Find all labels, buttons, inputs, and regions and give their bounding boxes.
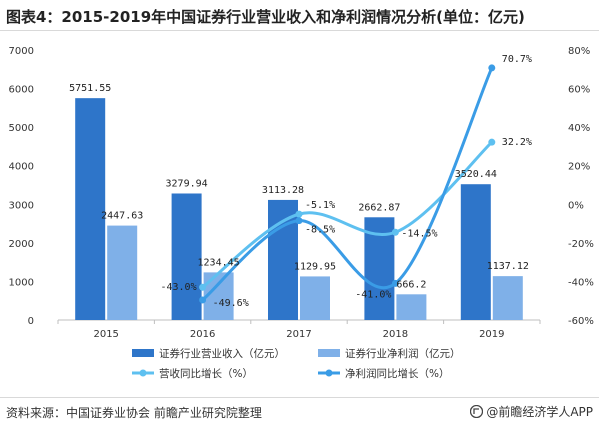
title-divider [0, 30, 599, 31]
x-tick-label: 2016 [190, 329, 215, 340]
point-revenue-growth [488, 138, 496, 146]
bar-label-revenue: 5751.55 [69, 83, 111, 94]
y-left-tick-label: 3000 [9, 200, 34, 211]
y-right-tick-label: -60% [568, 316, 594, 327]
bar-label-profit: 1137.12 [487, 261, 529, 272]
bar-label-revenue: 2662.87 [358, 202, 400, 213]
point-label-revenue-growth: 32.2% [502, 137, 532, 148]
x-tick-label: 2018 [383, 329, 408, 340]
point-label-profit-growth: -8.5% [305, 225, 335, 236]
legend-revenue-swatch [132, 349, 154, 357]
point-revenue-growth [295, 210, 303, 218]
x-tick-label: 2015 [93, 329, 118, 340]
y-right-tick-label: 80% [568, 46, 590, 57]
legend-profit-label: 证券行业净利润（亿元） [345, 347, 461, 360]
growth-lines [199, 64, 496, 304]
bar-revenue [171, 193, 202, 320]
legend: 证券行业营业收入（亿元） 证券行业净利润（亿元） 营收同比增长（%） 净利润同比增长（… [132, 347, 461, 380]
y-left-tick-label: 0 [28, 316, 34, 327]
point-revenue-growth [391, 228, 399, 236]
bar-label-revenue: 3113.28 [262, 185, 304, 196]
y-left-tick-label: 1000 [9, 277, 34, 288]
point-revenue-growth [199, 283, 207, 291]
bar-revenue [460, 184, 491, 320]
legend-revenue-label: 证券行业营业收入（亿元） [159, 347, 285, 360]
legend-profit-growth-label: 净利润同比增长（%） [345, 367, 449, 380]
chart-canvas: 0 1000 2000 3000 4000 5000 6000 7000 -60% -40% -20… [9, 46, 594, 380]
legend-revenue-growth-marker [139, 369, 147, 377]
point-label-profit-growth: -49.6% [213, 298, 249, 309]
bar-profit [107, 225, 138, 320]
data-labels: 5751.55 3279.94 3113.28 2662.87 3520.44 2447.… [69, 54, 532, 309]
line-profit-growth [201, 67, 494, 302]
point-profit-growth [391, 279, 399, 287]
legend-profit-swatch [318, 349, 340, 357]
line-revenue-growth [201, 141, 493, 289]
bar-label-profit: 1129.95 [294, 261, 336, 272]
point-label-revenue-growth: -43.0% [160, 282, 196, 293]
x-tick-label: 2019 [479, 329, 504, 340]
brand-credit: @前瞻经济学人APP [470, 403, 593, 420]
footer-divider [0, 397, 599, 398]
brand-logo-icon [470, 405, 484, 418]
chart-title: 图表4：2015-2019年中国证券行业营业收入和净利润情况分析(单位：亿元) [6, 8, 525, 26]
bar-profit [396, 294, 427, 320]
bar-label-profit: 1234.45 [198, 257, 240, 268]
point-profit-growth [488, 64, 496, 72]
point-label-revenue-growth: -14.5% [401, 228, 437, 239]
x-tick-label: 2017 [286, 329, 311, 340]
y-left-tick-label: 4000 [9, 162, 34, 173]
y-right-tick-label: 60% [568, 85, 590, 96]
y-left-tick-label: 2000 [9, 239, 34, 250]
bar-revenue [268, 199, 298, 320]
y-right-tick-label: -40% [568, 277, 594, 288]
bar-label-profit: 2447.63 [101, 211, 143, 222]
point-label-revenue-growth: -5.1% [305, 200, 335, 211]
point-label-profit-growth: 70.7% [502, 54, 532, 65]
bars [75, 98, 523, 320]
y-left-tick-label: 5000 [9, 123, 34, 134]
y-right-tick-label: -20% [568, 239, 594, 250]
y-right-tick-label: 20% [568, 162, 590, 173]
point-profit-growth [199, 296, 207, 304]
bar-revenue [75, 98, 106, 320]
point-profit-growth [295, 217, 303, 225]
bar-label-revenue: 3279.94 [166, 178, 208, 189]
brand-text: @前瞻经济学人APP [486, 405, 593, 419]
bar-profit [492, 276, 523, 320]
y-left-tick-label: 6000 [9, 85, 34, 96]
bar-label-revenue: 3520.44 [455, 169, 497, 180]
y-right-tick-label: 0% [568, 200, 584, 211]
legend-revenue-growth-label: 营收同比增长（%） [159, 367, 253, 380]
legend-profit-growth-marker [325, 369, 333, 377]
source-note: 资料来源：中国证券业协会 前瞻产业研究院整理 [6, 406, 262, 420]
axes: 0 1000 2000 3000 4000 5000 6000 7000 -60% -40% -20… [9, 46, 594, 340]
bar-profit [300, 276, 330, 320]
bar-label-profit: 666.2 [396, 279, 426, 290]
point-label-profit-growth: -41.0% [355, 289, 391, 300]
y-right-tick-label: 40% [568, 123, 590, 134]
y-left-tick-label: 7000 [9, 46, 34, 57]
